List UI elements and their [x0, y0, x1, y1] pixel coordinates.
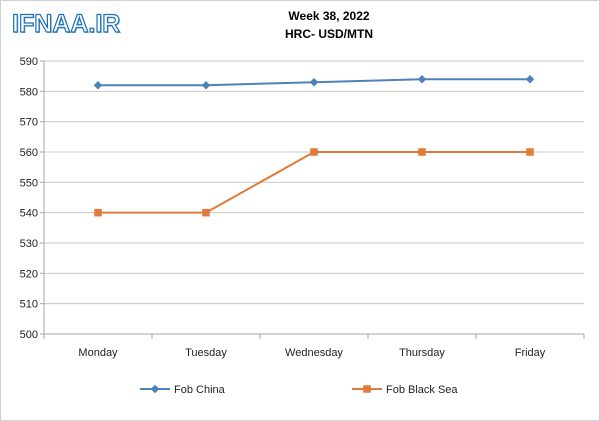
series-group	[93, 74, 535, 217]
data-point	[94, 208, 102, 217]
data-point	[309, 77, 319, 87]
data-point	[202, 208, 210, 217]
y-tick-label: 570	[20, 117, 38, 129]
legend: Fob China Fob Black Sea	[140, 384, 458, 396]
x-tick-label: Wednesday	[285, 347, 343, 359]
y-tick-label: 510	[20, 299, 38, 311]
y-tick-label: 500	[20, 329, 38, 341]
x-tick-label: Monday	[78, 347, 118, 359]
y-tick-label: 590	[20, 56, 38, 68]
x-tick-label: Tuesday	[185, 347, 227, 359]
data-point	[93, 80, 103, 90]
data-point	[526, 148, 534, 156]
data-point	[525, 74, 535, 84]
y-tick-label: 520	[20, 268, 38, 280]
chart-title: Week 38, 2022	[288, 9, 370, 23]
chart-subtitle: HRC- USD/MTN	[285, 27, 373, 41]
data-point	[418, 148, 426, 156]
y-tick-label: 580	[20, 86, 38, 98]
x-tick-label: Thursday	[399, 347, 445, 359]
data-point	[417, 74, 427, 84]
data-point	[201, 80, 211, 90]
legend-label: Fob China	[174, 384, 226, 396]
y-tick-label: 550	[20, 177, 38, 189]
y-tick-label: 540	[20, 208, 38, 220]
grid-lines	[44, 60, 584, 335]
axes: 500 510 520 530 540 550 560 570 580 590 Monday Tues…	[20, 56, 585, 359]
legend-label: Fob Black Sea	[386, 384, 458, 396]
legend-marker	[150, 384, 160, 394]
watermark-logo: IFNAA.IR	[11, 9, 121, 38]
legend-marker	[363, 385, 371, 393]
y-tick-label: 530	[20, 238, 38, 250]
data-point	[310, 148, 318, 156]
y-tick-label: 560	[20, 147, 38, 159]
x-tick-label: Friday	[515, 347, 546, 359]
